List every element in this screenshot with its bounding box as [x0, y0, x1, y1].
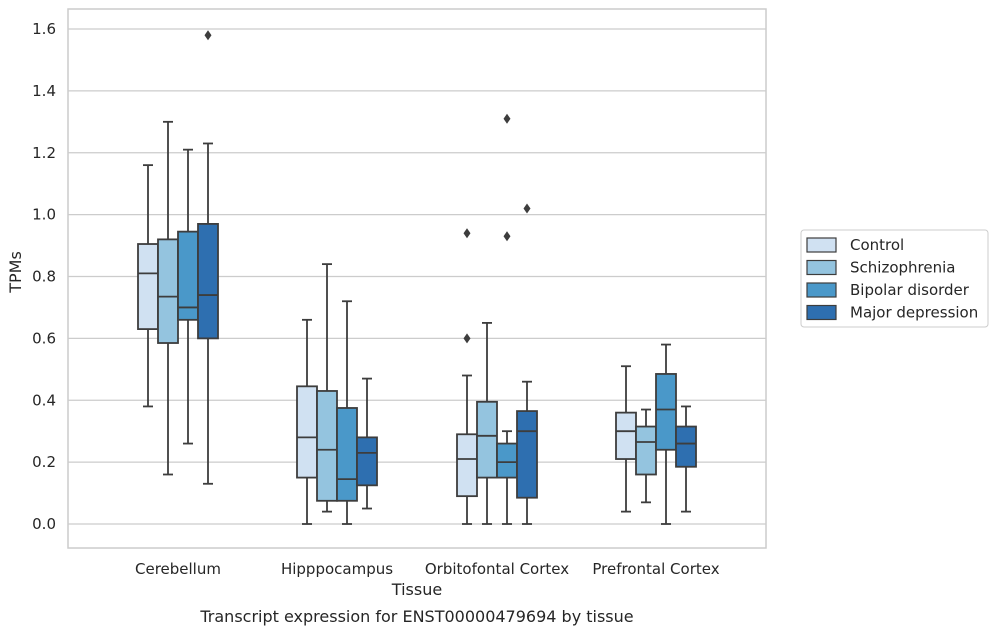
plot-area-frame — [67, 8, 767, 549]
iqr-box — [675, 425, 697, 468]
iqr-box — [635, 425, 657, 476]
y-tick-label: 1.2 — [32, 144, 56, 162]
box-control — [137, 164, 159, 408]
iqr-box — [197, 223, 219, 340]
x-axis-ticks: Cerebellum Hipppocampus Orbitofontal Corte… — [135, 560, 720, 578]
iqr-box — [316, 390, 338, 502]
box-major-depression — [356, 377, 378, 510]
iqr-box — [336, 407, 358, 502]
y-tick-label: 0.4 — [32, 391, 56, 409]
boxes — [137, 30, 697, 525]
legend-frame — [800, 229, 989, 328]
x-axis-label: Tissue — [391, 580, 442, 599]
legend: Control Schizophrenia Bipolar disorder Majo… — [800, 229, 989, 328]
box-major-depression — [197, 30, 219, 485]
outlier-point — [523, 203, 531, 214]
y-tick-label: 0.2 — [32, 453, 56, 471]
iqr-box — [296, 385, 318, 479]
chart-caption: Transcript expression for ENST0000047969… — [199, 607, 633, 626]
box-schizophrenia — [157, 120, 179, 476]
iqr-box — [137, 243, 159, 330]
y-tick-label: 1.6 — [32, 20, 56, 38]
y-tick-label: 0.6 — [32, 329, 56, 347]
x-tick-label: Orbitofontal Cortex — [425, 560, 569, 578]
legend-swatch — [806, 259, 837, 276]
x-tick-label: Prefrontal Cortex — [592, 560, 719, 578]
box-control — [615, 365, 637, 513]
y-tick-label: 0.8 — [32, 268, 56, 286]
y-tick-label: 1.4 — [32, 82, 56, 100]
y-tick-label: 0.0 — [32, 515, 56, 533]
x-tick-label: Cerebellum — [135, 560, 221, 578]
legend-swatch — [806, 304, 837, 321]
box-bipolar-disorder — [336, 300, 358, 525]
iqr-box — [516, 410, 538, 499]
box-schizophrenia — [476, 322, 498, 525]
box-schizophrenia — [635, 408, 657, 504]
y-axis-label: TPMs — [6, 251, 25, 294]
box-control — [296, 318, 318, 525]
box-bipolar-disorder — [177, 148, 199, 445]
box-control — [456, 228, 478, 525]
y-axis-ticks: 0.0 0.2 0.4 0.6 0.8 1.0 1.2 1.4 1.6 — [32, 20, 56, 533]
outlier-point — [204, 30, 212, 41]
box-major-depression — [675, 405, 697, 513]
legend-swatch — [806, 282, 837, 298]
iqr-box — [655, 373, 677, 451]
legend-label: Schizophrenia — [850, 259, 955, 277]
x-tick-label: Hipppocampus — [281, 560, 393, 578]
legend-label: Bipolar disorder — [850, 281, 970, 299]
legend-label: Major depression — [850, 304, 978, 322]
box-bipolar-disorder — [496, 113, 518, 525]
outlier-point — [503, 113, 511, 124]
iqr-box — [496, 442, 518, 479]
iqr-box — [615, 411, 637, 460]
iqr-box — [456, 433, 478, 498]
outlier-point — [463, 228, 471, 239]
outlier-point — [463, 333, 471, 344]
legend-swatch — [806, 237, 837, 253]
iqr-box — [157, 238, 179, 344]
outlier-point — [503, 231, 511, 242]
box-schizophrenia — [316, 263, 338, 513]
legend-label: Control — [850, 236, 904, 254]
box-major-depression — [516, 203, 538, 525]
box-bipolar-disorder — [655, 343, 677, 525]
iqr-box — [476, 400, 498, 479]
y-tick-label: 1.0 — [32, 206, 56, 224]
iqr-box — [356, 436, 378, 487]
